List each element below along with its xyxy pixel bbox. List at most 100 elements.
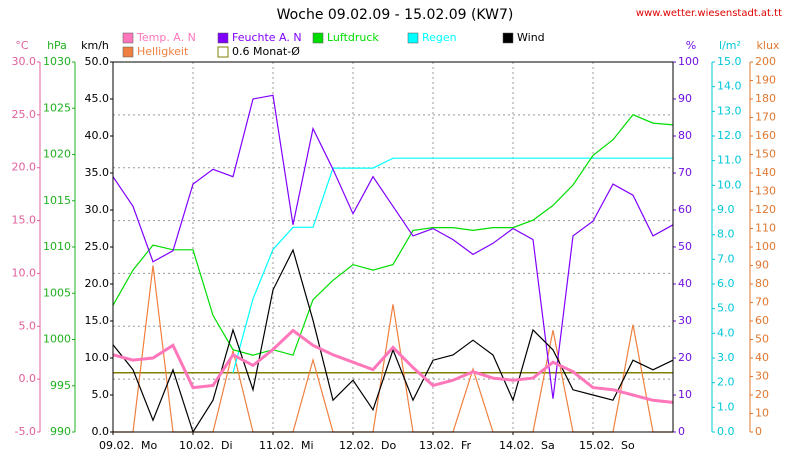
y-tick-label: 0.0 [19,372,37,385]
series-line [112,94,674,399]
y-tick-label: 30.0 [12,55,37,68]
y-tick-label: 100 [755,240,776,253]
y-tick-label: 150 [755,148,776,161]
y-tick-label: -5.0 [15,425,36,438]
y-tick-label: 2.0 [717,376,735,389]
y-tick-label: 10 [755,407,769,420]
legend-swatch [217,32,229,44]
axis-label: km/h [81,39,109,52]
legend-label: Regen [422,31,457,44]
y-tick-label: 25.0 [85,240,110,253]
legend-swatch [122,32,134,44]
y-tick-label: 1020 [43,148,71,161]
y-tick-label: 0.0 [717,425,735,438]
y-tick-label: 7.0 [717,252,735,265]
x-tick-label: 13.02. Fr [419,439,472,452]
y-tick-label: 80 [678,129,692,142]
y-tick-label: 70 [755,296,769,309]
chart-title: Woche 09.02.09 - 15.02.09 (KW7) [277,7,514,23]
legend-swatch [312,32,324,44]
y-tick-label: 5.0 [717,302,735,315]
y-tick-label: 1010 [43,240,71,253]
y-tick-label: 990 [50,425,71,438]
axis-label: °C [15,39,29,52]
y-tick-label: 100 [678,55,699,68]
legend-label: Luftdruck [327,31,379,44]
y-tick-label: 3.0 [717,351,735,364]
y-tick-label: 4.0 [717,326,735,339]
x-tick-label: 12.02. Do [339,439,396,452]
y-tick-label: 180 [755,92,776,105]
y-tick-label: 10.0 [12,266,37,279]
y-tick-label: 50.0 [85,55,110,68]
y-tick-label: 10 [678,388,692,401]
y-tick-label: 9.0 [717,203,735,216]
axis-label: % [686,39,696,52]
y-tick-label: 20.0 [12,161,37,174]
plot-border [112,61,674,433]
source: www.wetter.wiesenstadt.at.tt [636,8,782,19]
y-tick-label: 20 [678,351,692,364]
y-tick-label: 6.0 [717,277,735,290]
y-tick-label: 995 [50,379,71,392]
y-tick-label: 10.0 [717,178,742,191]
x-tick-label: 11.02. Mi [259,439,314,452]
y-tick-label: 40 [755,351,769,364]
y-tick-label: 110 [755,222,776,235]
y-tick-label: 15.0 [12,214,37,227]
y-tick-label: 40.0 [85,129,110,142]
y-tick-label: 200 [755,55,776,68]
y-tick-label: 170 [755,111,776,124]
y-tick-label: 35.0 [85,166,110,179]
series-line [112,113,674,356]
axis-label: klux [757,39,780,52]
legend-swatch [122,46,134,58]
legend-swatch [502,32,514,44]
y-tick-label: 1025 [43,101,71,114]
y-tick-label: 0.0 [92,425,110,438]
y-tick-label: 1000 [43,333,71,346]
y-tick-label: 20.0 [85,277,110,290]
series-line [112,248,674,434]
y-tick-label: 140 [755,166,776,179]
y-tick-label: 1015 [43,194,71,207]
legend-label: Feuchte A. N [232,31,302,44]
y-tick-label: 5.0 [92,388,110,401]
legend-swatch [407,32,419,44]
y-tick-label: 12.0 [717,129,742,142]
y-tick-label: 45.0 [85,92,110,105]
y-tick-label: 120 [755,203,776,216]
y-tick-label: 30 [678,314,692,327]
y-tick-label: 50 [678,240,692,253]
y-tick-label: 0 [678,425,685,438]
x-tick-label: 09.02. Mo [99,439,157,452]
x-tick-label: 10.02. Di [179,439,233,452]
y-tick-label: 160 [755,129,776,142]
y-tick-label: 30 [755,370,769,383]
y-tick-label: 8.0 [717,228,735,241]
y-tick-label: 15.0 [717,55,742,68]
y-tick-label: 40 [678,277,692,290]
x-tick-label: 15.02. So [579,439,635,452]
y-tick-label: 13.0 [717,104,742,117]
legend-label: Temp. A. N [136,31,196,44]
y-tick-label: 5.0 [19,319,37,332]
legend-label: Wind [517,31,545,44]
y-tick-label: 11.0 [717,154,742,167]
axis-label: l/m² [719,39,741,52]
y-tick-label: 1030 [43,55,71,68]
y-tick-label: 90 [678,92,692,105]
y-tick-label: 20 [755,388,769,401]
y-tick-label: 190 [755,74,776,87]
y-tick-label: 10.0 [85,351,110,364]
axis-label: hPa [47,39,67,52]
series-line [112,328,674,404]
y-tick-label: 30.0 [85,203,110,216]
series-line [232,157,673,373]
y-tick-label: 14.0 [717,80,742,93]
x-tick-label: 14.02. Sa [499,439,555,452]
y-tick-label: 0 [755,425,762,438]
y-tick-label: 70 [678,166,692,179]
y-tick-label: 130 [755,185,776,198]
